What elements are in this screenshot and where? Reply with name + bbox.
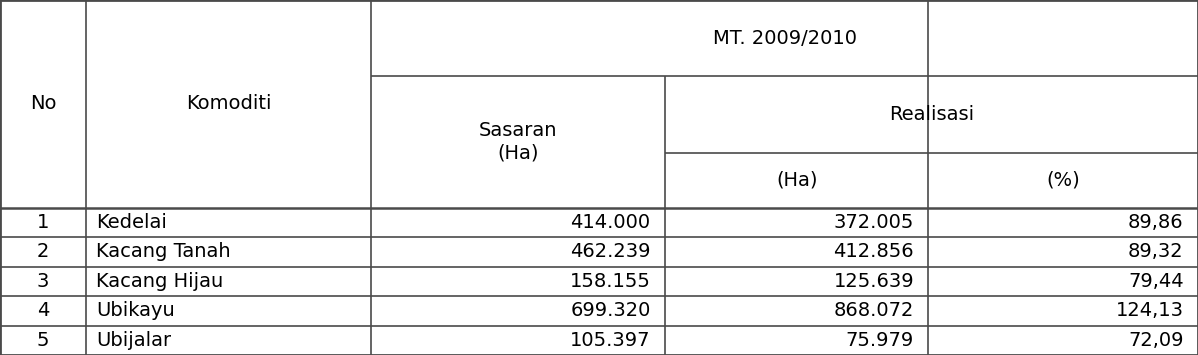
Text: 89,32: 89,32 (1129, 242, 1184, 261)
Text: 89,86: 89,86 (1129, 213, 1184, 232)
Text: 1: 1 (37, 213, 49, 232)
Text: Realisasi: Realisasi (889, 105, 974, 124)
Text: 462.239: 462.239 (570, 242, 651, 261)
Text: 2: 2 (37, 242, 49, 261)
Text: Kacang Tanah: Kacang Tanah (96, 242, 230, 261)
Text: MT. 2009/2010: MT. 2009/2010 (713, 29, 857, 48)
Text: 868.072: 868.072 (834, 301, 914, 320)
Text: 124,13: 124,13 (1115, 301, 1184, 320)
Text: 372.005: 372.005 (834, 213, 914, 232)
Text: 75.979: 75.979 (846, 331, 914, 350)
Text: Sasaran
(Ha): Sasaran (Ha) (479, 121, 557, 163)
Text: 414.000: 414.000 (570, 213, 651, 232)
Text: 3: 3 (37, 272, 49, 291)
Text: 105.397: 105.397 (570, 331, 651, 350)
Text: Kacang Hijau: Kacang Hijau (96, 272, 223, 291)
Text: 79,44: 79,44 (1129, 272, 1184, 291)
Text: Komoditi: Komoditi (186, 94, 272, 113)
Text: Ubijalar: Ubijalar (96, 331, 171, 350)
Text: (%): (%) (1046, 171, 1081, 190)
Text: Ubikayu: Ubikayu (96, 301, 175, 320)
Text: 5: 5 (37, 331, 49, 350)
Text: (Ha): (Ha) (776, 171, 817, 190)
Text: 699.320: 699.320 (570, 301, 651, 320)
Text: 125.639: 125.639 (834, 272, 914, 291)
Text: 412.856: 412.856 (834, 242, 914, 261)
Text: 72,09: 72,09 (1129, 331, 1184, 350)
Text: No: No (30, 94, 56, 113)
Text: 158.155: 158.155 (569, 272, 651, 291)
Text: 4: 4 (37, 301, 49, 320)
Text: Kedelai: Kedelai (96, 213, 167, 232)
